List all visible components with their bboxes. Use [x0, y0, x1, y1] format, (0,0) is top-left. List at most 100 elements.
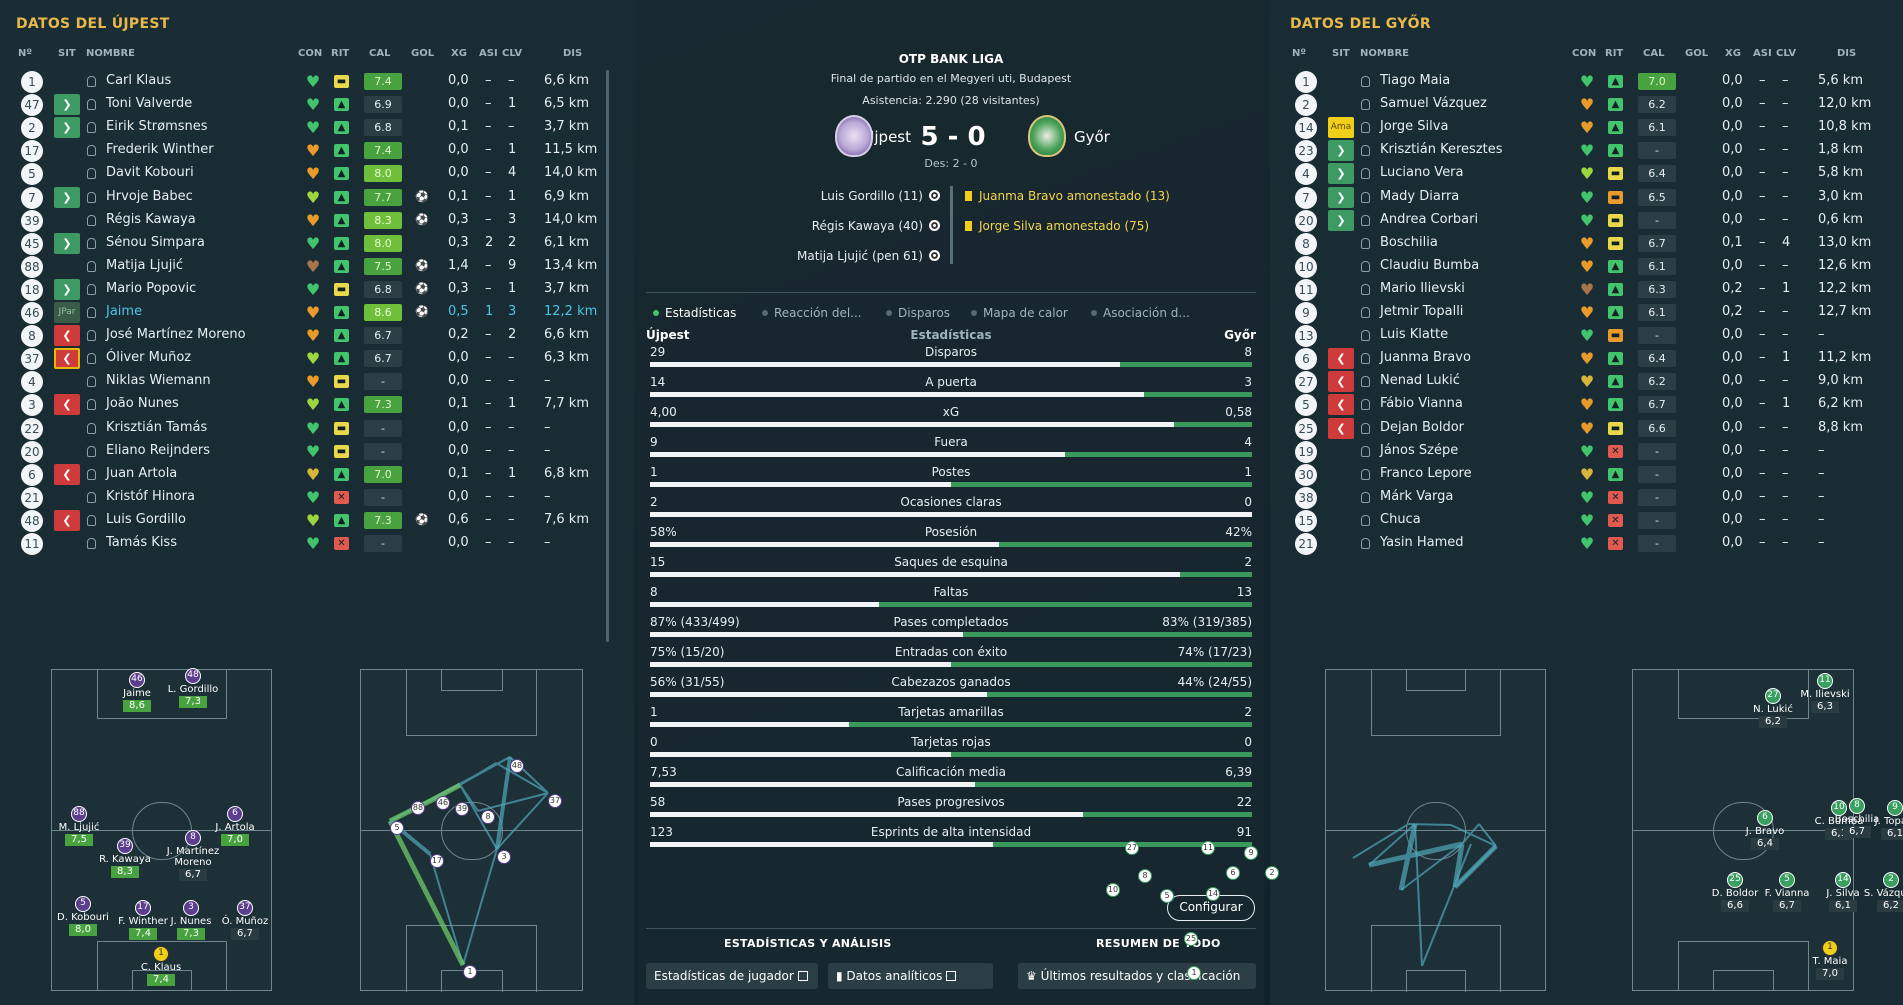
formation-player[interactable]: 2S. Vázquez6,2 [1856, 872, 1903, 912]
player-name[interactable]: Kristóf Hinora [106, 488, 195, 504]
player-row[interactable]: 20 Eliano Reijnders ♥ ▬ -0,0– – – [0, 438, 620, 465]
player-row[interactable]: 6 ❮ Juanma Bravo ♥ ▲ 6.4 0,0–1 11,2 km [1274, 345, 1894, 372]
player-name[interactable]: Jetmir Topalli [1380, 304, 1464, 319]
player-name[interactable]: Davit Kobouri [106, 165, 194, 181]
network-node[interactable]: 1 [463, 965, 477, 979]
player-row[interactable]: 13 Luis Klatte ♥ ▬ -0,0– – – [1274, 322, 1894, 349]
player-name[interactable]: Yasin Hamed [1380, 535, 1464, 550]
player-row[interactable]: 22 Krisztián Tamás ♥ ▬ -0,0– – – [0, 415, 620, 442]
player-name[interactable]: Samuel Vázquez [1380, 96, 1487, 112]
player-row[interactable]: 21 Kristóf Hinora ♥ ✕ -0,0– – – [0, 484, 620, 511]
player-name[interactable]: Márk Varga [1380, 488, 1454, 504]
player-name[interactable]: José Martínez Moreno [106, 327, 246, 343]
player-row[interactable]: 10 Claudiu Bumba ♥ ▲ 6.1 0,0– –12,6 km [1274, 253, 1894, 280]
network-node[interactable]: 10 [1106, 883, 1120, 897]
analytics-button[interactable]: ▮ Datos analíticos [828, 963, 993, 989]
network-node[interactable]: 8 [481, 810, 495, 824]
player-name[interactable]: Luis Gordillo [106, 511, 186, 527]
away-crest-icon[interactable] [1028, 115, 1066, 157]
network-node[interactable]: 27 [1125, 841, 1139, 855]
player-name[interactable]: Frederik Winther [106, 142, 214, 158]
col-cal[interactable]: CAL [369, 48, 391, 59]
player-row[interactable]: 23 ❯ Krisztián Keresztes ♥ ▲ -0,0– –1,8 km [1274, 137, 1894, 164]
player-row[interactable]: 21 Yasin Hamed ♥ ✕ - 0,0 – – – [1274, 530, 1894, 557]
player-row[interactable]: 14 Ama Jorge Silva ♥ ▲ 6.1 0,0– –10,8 km [1274, 114, 1894, 141]
network-node[interactable]: 6 [1226, 866, 1240, 880]
tab-reaccion[interactable]: Reacción del... [762, 306, 862, 320]
col-dis[interactable]: DIS [1837, 48, 1857, 59]
col-dis[interactable]: DIS [563, 48, 583, 59]
player-name[interactable]: Juan Artola [106, 465, 178, 481]
player-row[interactable]: 30 Franco Lepore ♥ ▲ -0,0– – – [1274, 461, 1894, 488]
away-team-name[interactable]: Győr [1074, 128, 1110, 146]
tab-mapa-calor[interactable]: Mapa de calor [971, 306, 1068, 320]
player-name[interactable]: Jaime [106, 304, 143, 319]
col-num[interactable]: Nº [18, 48, 33, 59]
player-row[interactable]: 48 ❮ Luis Gordillo ♥ ▲ 7.3 ⚽ 0,6– –7,6 km [0, 507, 620, 534]
player-row[interactable]: 3 ❮ João Nunes ♥ ▲ 7.3 0,1–1 7,7 km [0, 391, 620, 418]
player-row[interactable]: 8 ❮ José Martínez Moreno ♥ ▲ 6.7 0,2–2 6,6 km [0, 322, 620, 349]
player-name[interactable]: Dejan Boldor [1380, 419, 1464, 435]
formation-player[interactable]: 1 T. Maia 7,0 [1795, 940, 1865, 980]
formation-player[interactable]: 37 Ó. Muñoz 6,7 [210, 900, 280, 940]
col-gol[interactable]: GOL [1685, 48, 1709, 59]
col-asi[interactable]: ASI [1753, 48, 1772, 59]
player-name[interactable]: Krisztián Tamás [106, 419, 208, 435]
network-node[interactable]: 17 [430, 854, 444, 868]
col-xg[interactable]: XG [451, 48, 467, 59]
player-name[interactable]: Chuca [1380, 511, 1421, 527]
player-row[interactable]: 5 ❮ Fábio Vianna ♥ ▲ 6.7 0,0–1 6,2 km [1274, 391, 1894, 418]
network-node[interactable]: 14 [1206, 887, 1220, 901]
player-name[interactable]: João Nunes [106, 396, 179, 412]
player-row[interactable]: 5 Davit Kobouri ♥ ▲ 8.0 0,0–4 14,0 km [0, 160, 620, 187]
player-row[interactable]: 38 Márk Varga ♥ ✕ -0,0– – – [1274, 484, 1894, 511]
player-name[interactable]: Régis Kawaya [106, 211, 196, 227]
formation-player[interactable]: 3 J. Nunes 7,3 [156, 900, 226, 940]
player-name[interactable]: Luciano Vera [1380, 165, 1464, 181]
col-xg[interactable]: XG [1725, 48, 1741, 59]
player-row[interactable]: 17 Frederik Winther ♥ ▲ 7.4 0,0–1 11,5 km [0, 137, 620, 164]
player-row[interactable]: 19 János Szépe ♥ ✕ -0,0– – – [1274, 438, 1894, 465]
player-row[interactable]: 11 Mario Ilievski ♥ ▲ 6.3 0,2–1 12,2 km [1274, 276, 1894, 303]
player-row[interactable]: 7 ❯ Mady Diarra ♥ ▬ 6.5 0,0– –3,0 km [1274, 184, 1894, 211]
player-name[interactable]: Tamás Kiss [106, 535, 177, 550]
network-node[interactable]: 3 [497, 850, 511, 864]
network-node[interactable]: 46 [436, 796, 450, 810]
col-name[interactable]: NOMBRE [1360, 48, 1409, 59]
player-name[interactable]: Juanma Bravo [1380, 350, 1471, 366]
player-name[interactable]: Carl Klaus [106, 73, 172, 88]
player-name[interactable]: Matija Ljujić [106, 257, 184, 273]
player-name[interactable]: Luis Klatte [1380, 327, 1449, 343]
player-name[interactable]: Mady Diarra [1380, 188, 1460, 204]
player-row[interactable]: 4 Niklas Wiemann ♥ ▬ -0,0– – – [0, 368, 620, 395]
player-name[interactable]: Krisztián Keresztes [1380, 142, 1503, 158]
player-name[interactable]: Mario Popovic [106, 280, 197, 296]
network-node[interactable]: 1 [1187, 966, 1201, 980]
col-clv[interactable]: CLV [1776, 48, 1797, 59]
player-row[interactable]: 8 Boschilia ♥ ▬ 6.7 0,1–4 13,0 km [1274, 230, 1894, 257]
player-name[interactable]: Hrvoje Babec [106, 188, 193, 204]
formation-player[interactable]: 17 F. Winther 7,4 [108, 900, 178, 940]
player-row[interactable]: 15 Chuca ♥ ✕ -0,0– – – [1274, 507, 1894, 534]
network-node[interactable]: 5 [390, 821, 404, 835]
col-sit[interactable]: SIT [1332, 48, 1350, 59]
player-row[interactable]: 46 JPar Jaime ♥ ▲ 8.6 ⚽ 0,5 1 3 12,2 km [0, 299, 620, 326]
formation-player[interactable]: 8 Boschilia 6,7 [1822, 798, 1892, 838]
player-name[interactable]: Boschilia [1380, 234, 1438, 250]
tab-disparos[interactable]: Disparos [886, 306, 950, 320]
player-name[interactable]: Mario Ilievski [1380, 280, 1465, 296]
player-row[interactable]: 11 Tamás Kiss ♥ ✕ - 0,0 – – – [0, 530, 620, 557]
player-row[interactable]: 2 ❯ Eirik Strømsnes ♥ ▲ 6.8 0,1– –3,7 km [0, 114, 620, 141]
player-row[interactable]: 6 ❮ Juan Artola ♥ ▲ 7.0 0,1–1 6,8 km [0, 461, 620, 488]
player-name[interactable]: Tiago Maia [1380, 73, 1451, 88]
network-node[interactable]: 2 [1265, 866, 1279, 880]
player-row[interactable]: 20 ❯ Andrea Corbari ♥ ▬ -0,0– –0,6 km [1274, 207, 1894, 234]
home-list-scrollbar[interactable] [606, 70, 609, 642]
player-row[interactable]: 1 Carl Klaus ♥ ▬ 7.4 0,0 – – 6,6 km [0, 68, 620, 95]
col-name[interactable]: NOMBRE [86, 48, 135, 59]
player-name[interactable]: Nenad Lukić [1380, 373, 1460, 389]
home-team-name[interactable]: Újpest [863, 128, 911, 146]
player-name[interactable]: Toni Valverde [106, 96, 193, 112]
formation-player[interactable]: 6 J. Bravo 6,4 [1730, 810, 1800, 850]
player-name[interactable]: Fábio Vianna [1380, 396, 1463, 412]
